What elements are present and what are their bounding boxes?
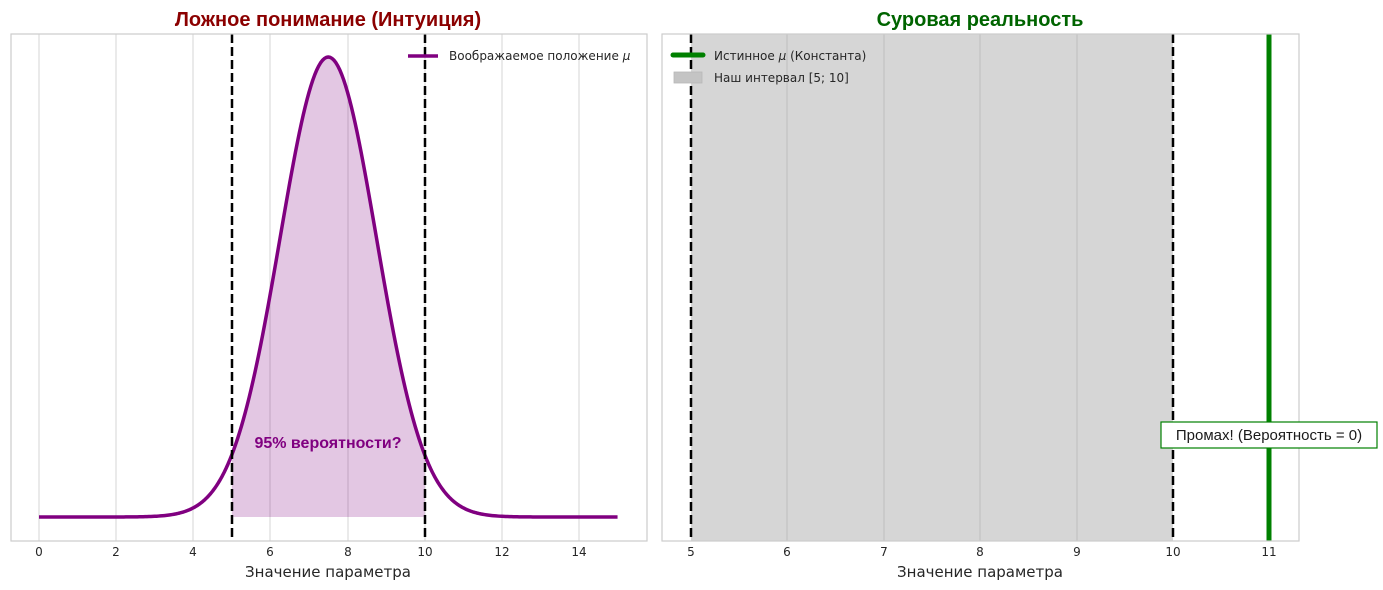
interval-fill	[231, 57, 425, 517]
legend-gray-patch-icon	[673, 71, 703, 84]
svg-text:Воображаемое положение: Воображаемое положение μ	[449, 49, 631, 63]
x-tick: 5	[687, 545, 695, 559]
right-panel: Суровая реальность Промах! (Вероятность …	[661, 9, 1378, 581]
x-tick: 9	[1073, 545, 1081, 559]
left-x-ticks: 0 2 4 6 8 10 12 14	[35, 545, 586, 559]
x-tick: 12	[494, 545, 509, 559]
legend-true-label: Истинное	[714, 49, 775, 63]
interval-span	[691, 34, 1173, 541]
x-tick: 10	[417, 545, 432, 559]
x-tick: 2	[112, 545, 120, 559]
imagined-distribution-curve	[39, 55, 618, 519]
x-tick: 6	[266, 545, 274, 559]
x-tick: 10	[1165, 545, 1180, 559]
left-axes-frame	[10, 33, 648, 542]
legend-interval-label: Наш интервал [5; 10]	[714, 71, 849, 85]
x-tick: 4	[189, 545, 197, 559]
x-tick: 0	[35, 545, 43, 559]
miss-annotation: Промах! (Вероятность = 0)	[1160, 421, 1378, 449]
right-title: Суровая реальность	[877, 9, 1084, 31]
left-panel: Ложное понимание (Интуиция) 95% вероятно…	[10, 9, 648, 581]
x-tick: 11	[1261, 545, 1276, 559]
legend-label: Воображаемое положение	[449, 49, 619, 63]
right-x-axis-label: Значение параметра	[897, 563, 1063, 581]
legend-mu: μ	[622, 49, 631, 63]
x-tick: 6	[783, 545, 791, 559]
left-x-axis-label: Значение параметра	[245, 563, 411, 581]
right-legend: Истинное μ (Константа) Наш интервал [5; …	[670, 49, 866, 85]
right-gridlines	[786, 34, 1078, 541]
right-x-ticks: 5 6 7 8 9 10 11	[687, 545, 1276, 559]
miss-annotation-text: Промах! (Вероятность = 0)	[1176, 427, 1362, 444]
probability-annotation: 95% вероятности?	[254, 435, 401, 452]
legend-true-suffix: (Константа)	[790, 49, 866, 63]
miss-annotation-box	[1160, 421, 1378, 449]
left-title: Ложное понимание (Интуиция)	[175, 9, 481, 31]
left-legend: Воображаемое положение μ	[408, 49, 631, 63]
right-axes-frame	[661, 33, 1300, 542]
x-tick: 8	[976, 545, 984, 559]
svg-text:Истинное μ (Ко: Истинное μ (Константа)	[714, 49, 866, 63]
x-tick: 14	[571, 545, 586, 559]
x-tick: 8	[344, 545, 352, 559]
x-tick: 7	[880, 545, 888, 559]
legend-true-mu: μ	[778, 49, 787, 63]
